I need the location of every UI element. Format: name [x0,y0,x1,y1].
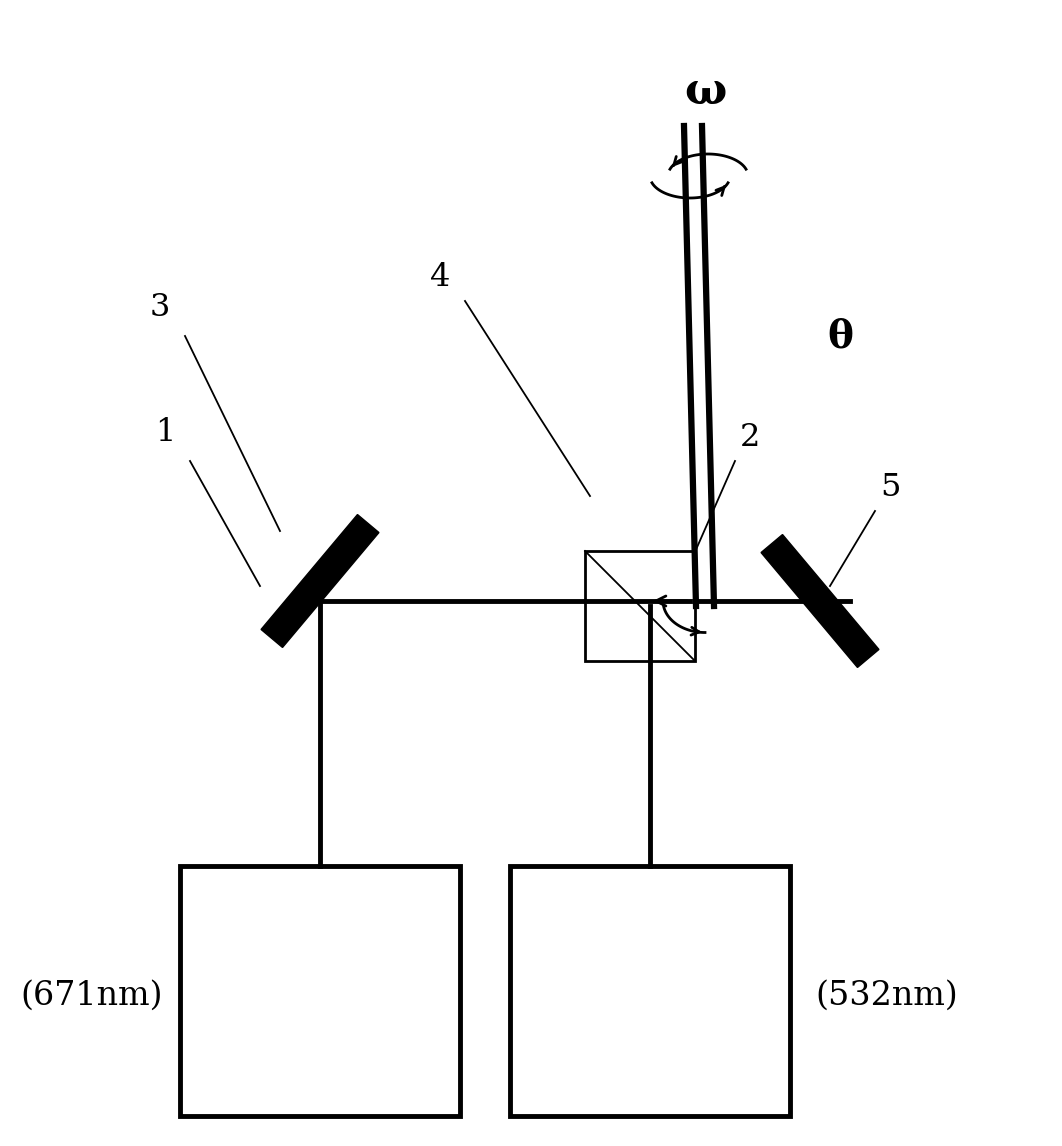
Text: ω: ω [684,70,726,112]
Text: 3: 3 [150,292,170,323]
Bar [585,551,695,661]
Text: (671nm): (671nm) [20,980,162,1012]
Text: 1: 1 [155,417,175,448]
Text: 2: 2 [740,422,760,453]
Bar [510,866,790,1116]
Text: 5: 5 [880,472,901,503]
Polygon shape [761,534,879,667]
Text: (532nm): (532nm) [815,980,958,1012]
Text: θ: θ [827,317,853,355]
Text: 4: 4 [430,262,450,293]
Polygon shape [261,515,379,647]
Bar [179,866,460,1116]
